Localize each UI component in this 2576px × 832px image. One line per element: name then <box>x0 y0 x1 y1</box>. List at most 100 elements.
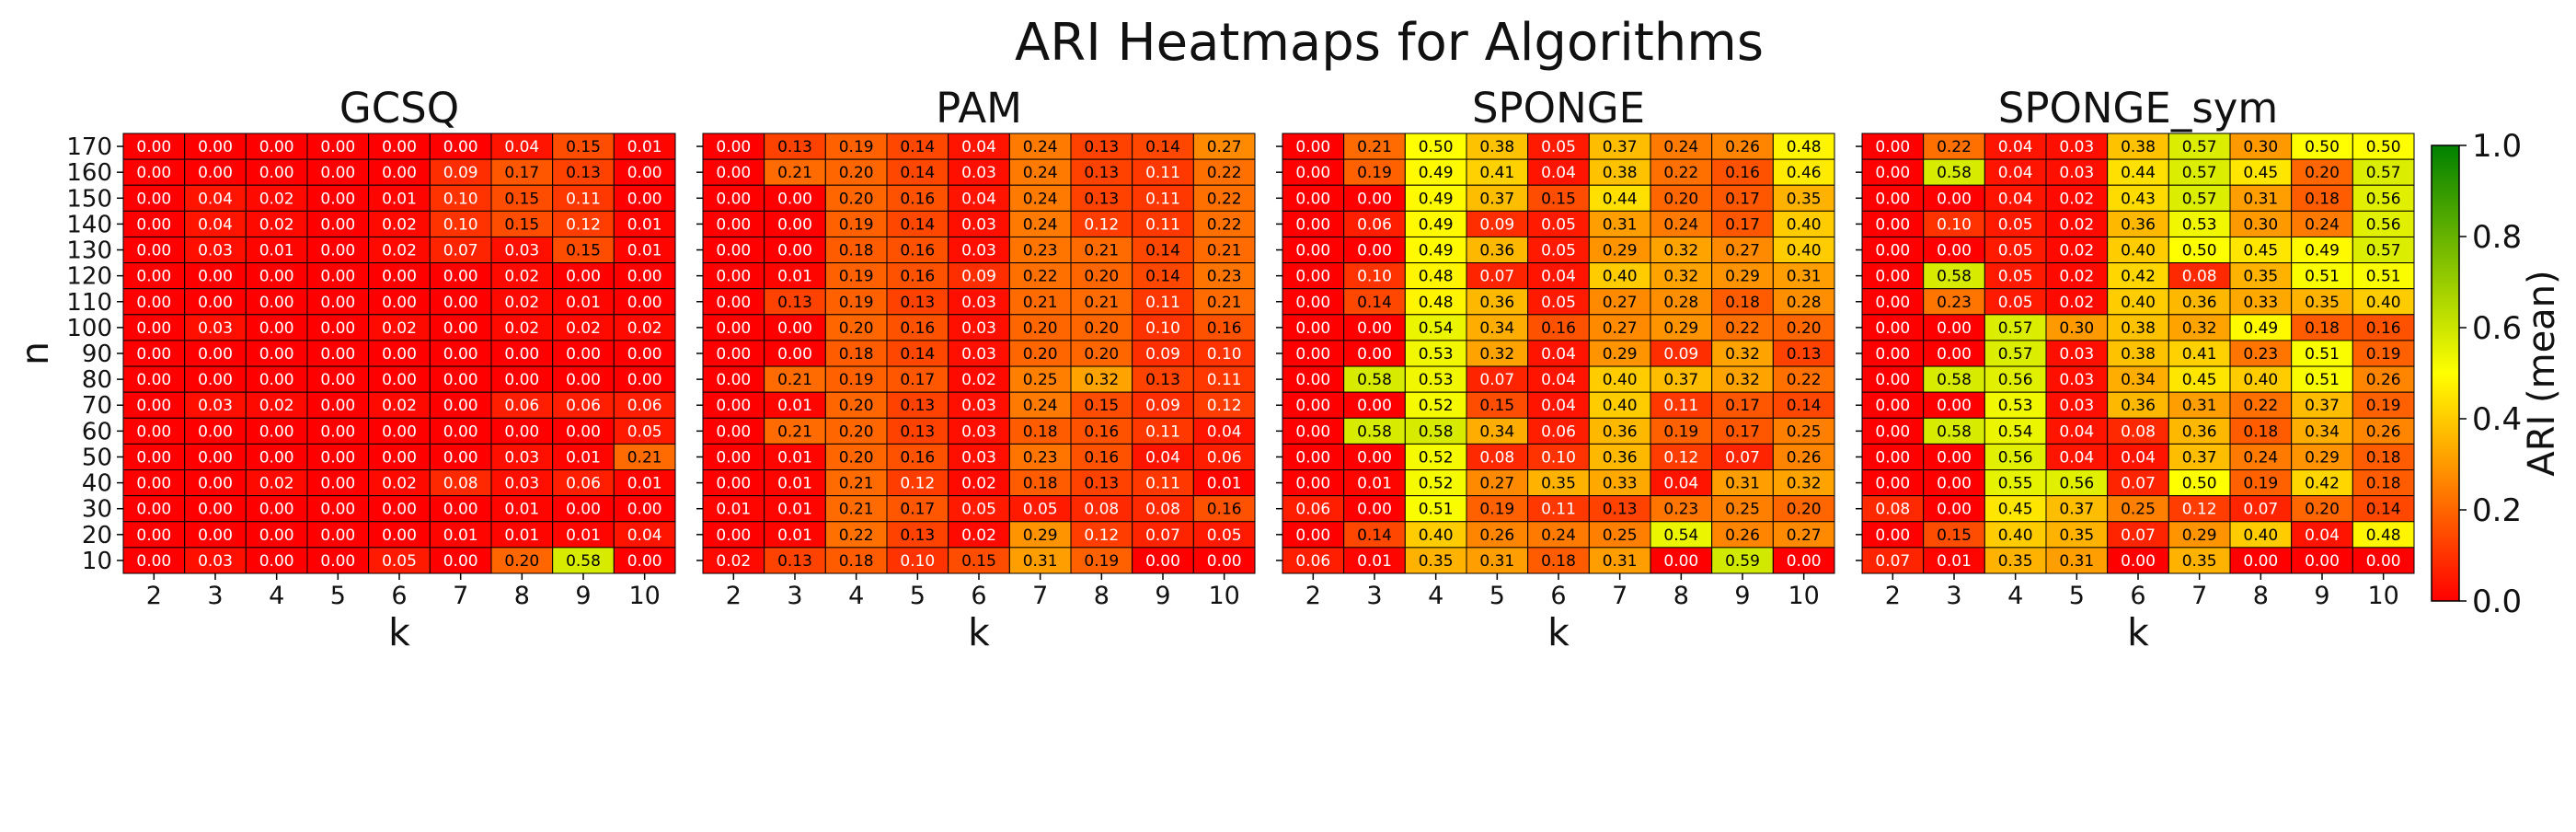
cell-label: 0.24 <box>1023 138 1058 156</box>
cell-label: 0.00 <box>716 475 751 493</box>
heatmap-cell <box>1070 469 1133 497</box>
heatmap-cell <box>1588 495 1651 523</box>
cell-label: 0.01 <box>777 397 812 415</box>
cell-label: 0.26 <box>1787 448 1822 467</box>
x-tick-label: 3 <box>1366 582 1382 610</box>
y-tick-label: 130 <box>66 237 112 265</box>
cell-label: 0.00 <box>716 526 751 545</box>
cell-label: 0.00 <box>1875 294 1910 312</box>
colorbar-tick-label: 0.2 <box>2472 492 2522 529</box>
cell-label: 0.23 <box>2243 345 2278 364</box>
heatmap-cell <box>2291 469 2353 497</box>
cell-label: 0.02 <box>504 294 539 312</box>
cell-label: 0.29 <box>1603 242 1638 260</box>
cell-label: 0.00 <box>1937 242 1972 260</box>
heatmap-cell <box>1282 314 1345 341</box>
cell-label: 0.21 <box>1357 138 1392 156</box>
cell-label: 0.00 <box>136 268 171 286</box>
cell-label: 0.36 <box>2182 422 2217 441</box>
cell-label: 0.00 <box>1295 190 1330 208</box>
cell-label: 0.38 <box>1603 164 1638 182</box>
heatmap-cell <box>429 184 492 212</box>
heatmap-cell <box>2352 547 2415 574</box>
heatmap-cell <box>613 262 676 290</box>
heatmap-cell <box>2168 133 2231 160</box>
cell-label: 0.12 <box>566 215 601 234</box>
heatmap-cell <box>429 158 492 186</box>
cell-label: 0.45 <box>1998 501 2033 519</box>
cell-label: 0.25 <box>1787 422 1822 441</box>
cell-label: 0.06 <box>1207 448 1242 467</box>
cell-label: 0.31 <box>1479 552 1514 571</box>
cell-label: 0.00 <box>1207 552 1242 571</box>
cell-label: 0.01 <box>777 268 812 286</box>
heatmap-cell <box>1192 340 1256 367</box>
cell-label: 0.07 <box>1725 448 1760 467</box>
cell-label: 0.35 <box>1419 552 1454 571</box>
cell-label: 0.00 <box>627 268 662 286</box>
cell-label: 0.00 <box>716 422 751 441</box>
heatmap-cell <box>2107 210 2169 237</box>
cell-label: 0.00 <box>136 397 171 415</box>
cell-label: 0.00 <box>1295 371 1330 389</box>
heatmap-cell <box>1466 495 1529 523</box>
heatmap-cell <box>1650 288 1713 316</box>
heatmap-cell <box>306 365 370 393</box>
heatmap-cell <box>948 288 1010 316</box>
panel-title-4: SPONGE_sym <box>1998 84 2279 133</box>
cell-label: 0.04 <box>2059 422 2094 441</box>
heatmap-cell <box>1772 340 1835 367</box>
cell-label: 0.29 <box>1663 319 1698 338</box>
heatmap-cell <box>886 417 949 445</box>
cell-label: 0.34 <box>2305 422 2340 441</box>
cell-label: 0.17 <box>1725 215 1760 234</box>
heatmap-cell <box>1861 236 1925 264</box>
cell-label: 0.00 <box>259 448 294 467</box>
heatmap-cell <box>245 184 308 212</box>
cell-label: 0.48 <box>1419 268 1454 286</box>
heatmap-cell <box>1772 288 1835 316</box>
cell-label: 0.00 <box>716 345 751 364</box>
cell-label: 0.53 <box>1998 397 2033 415</box>
cell-label: 0.16 <box>900 268 935 286</box>
cell-label: 0.37 <box>1603 138 1638 156</box>
heatmap-cell <box>368 262 431 290</box>
heatmap-cell <box>1711 210 1774 237</box>
cell-label: 0.00 <box>320 319 355 338</box>
heatmap-cell <box>702 314 765 341</box>
cell-label: 0.10 <box>900 552 935 571</box>
heatmap-cell <box>552 158 615 186</box>
heatmap-cell <box>613 288 676 316</box>
cell-label: 0.11 <box>1145 164 1180 182</box>
heatmap-cell <box>1772 443 1835 471</box>
cell-label: 0.00 <box>1357 397 1392 415</box>
heatmap-cell <box>184 262 247 290</box>
x-tick-label: 9 <box>575 582 591 610</box>
cell-label: 0.44 <box>2121 164 2156 182</box>
heatmap-cell <box>2107 521 2169 549</box>
cell-label: 0.00 <box>136 552 171 571</box>
cell-label: 0.00 <box>777 215 812 234</box>
heatmap-cell <box>1008 158 1072 186</box>
cell-label: 0.20 <box>839 190 874 208</box>
cell-label: 0.02 <box>961 526 996 545</box>
cell-label: 0.06 <box>566 475 601 493</box>
heatmap-cell <box>490 236 554 264</box>
heatmap-cell <box>1650 158 1713 186</box>
cell-label: 0.21 <box>777 371 812 389</box>
heatmap-cell <box>613 469 676 497</box>
y-tick-label: 120 <box>66 263 112 291</box>
cell-label: 0.50 <box>1419 138 1454 156</box>
cell-label: 0.17 <box>1725 397 1760 415</box>
heatmap-cell <box>2291 340 2353 367</box>
cell-label: 0.12 <box>1084 215 1119 234</box>
cell-label: 0.20 <box>2305 164 2340 182</box>
cell-label: 0.05 <box>961 501 996 519</box>
heatmap-cell <box>1070 210 1133 237</box>
cell-label: 0.53 <box>1419 371 1454 389</box>
cell-label: 0.00 <box>136 475 171 493</box>
heatmap-cell <box>2045 133 2109 160</box>
heatmap-cell <box>702 340 765 367</box>
cell-label: 0.00 <box>1937 501 1972 519</box>
heatmap-cell <box>948 262 1010 290</box>
